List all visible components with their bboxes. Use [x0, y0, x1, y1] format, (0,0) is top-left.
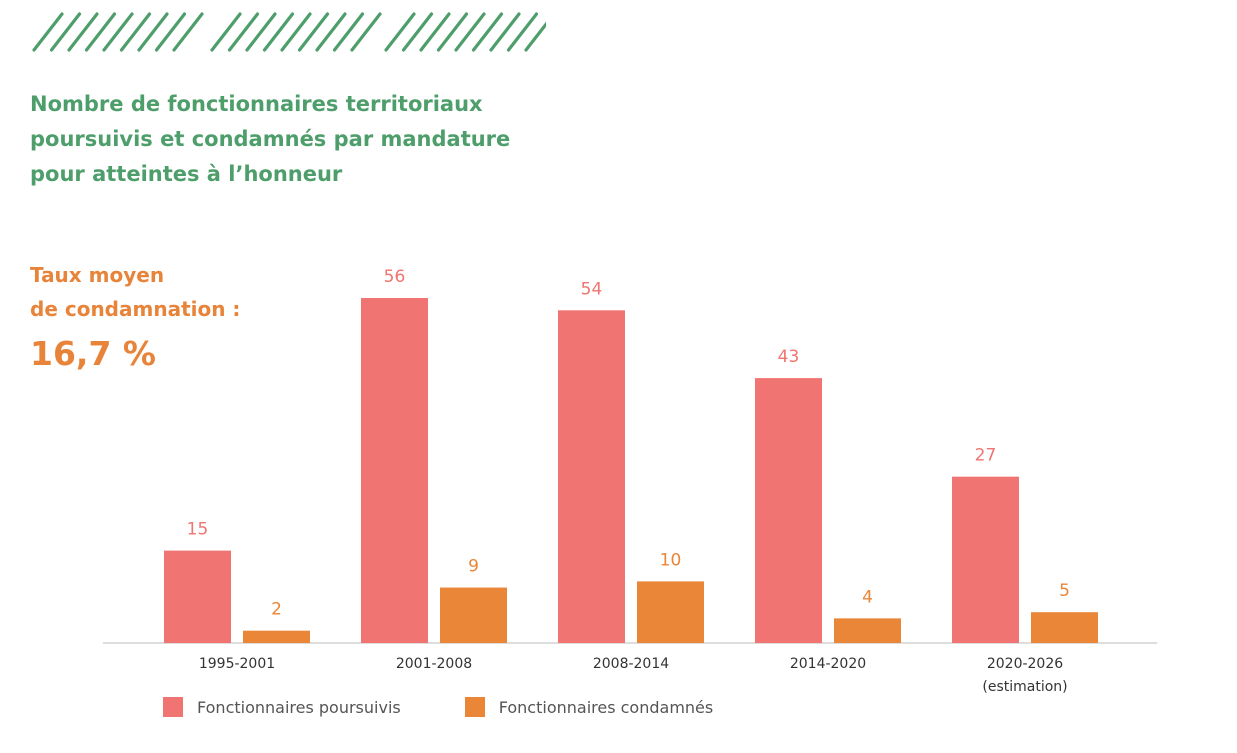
data-label-poursuivis: 54	[581, 279, 603, 299]
stripe-mark	[454, 12, 486, 52]
chart-title: Nombre de fonctionnaires territoriaux po…	[30, 87, 590, 192]
chart-title-line: Nombre de fonctionnaires territoriaux	[30, 92, 483, 116]
legend-swatch-condamnes	[464, 697, 485, 717]
bar-poursuivis	[361, 298, 428, 643]
data-label-condamnes: 10	[660, 550, 682, 570]
chart-legend: Fonctionnaires poursuivis Fonctionnaires…	[163, 697, 777, 717]
bar-condamnes	[637, 581, 704, 643]
x-tick-label: 1995-2001	[199, 656, 275, 672]
x-tick-label: 2014-2020	[790, 656, 866, 672]
stripe-mark	[524, 21, 546, 52]
average-rate-label: Taux moyen de condamnation :	[30, 258, 240, 326]
x-tick-label: 2001-2008	[396, 656, 472, 672]
data-label-poursuivis: 15	[187, 520, 209, 540]
average-rate-label-line: de condamnation :	[30, 297, 241, 321]
stripe-mark	[262, 12, 295, 52]
x-tick-sublabel: (estimation)	[982, 679, 1067, 695]
stripe-mark	[119, 12, 152, 52]
stripe-mark	[280, 12, 312, 52]
stripe-mark	[384, 12, 416, 52]
legend-item-poursuivis: Fonctionnaires poursuivis	[163, 697, 401, 717]
stripe-mark	[297, 12, 330, 52]
bar-poursuivis	[755, 378, 822, 643]
data-label-poursuivis: 43	[778, 347, 800, 367]
legend-label-poursuivis: Fonctionnaires poursuivis	[197, 697, 401, 717]
x-tick-label: 2008-2014	[593, 656, 669, 672]
bar-poursuivis	[164, 550, 231, 643]
average-rate-value: 16,7 %	[30, 334, 156, 373]
stripe-mark	[332, 12, 365, 52]
stripe-mark	[67, 12, 99, 52]
stripe-mark	[227, 12, 260, 52]
stripe-mark	[489, 12, 521, 52]
decorative-stripes	[32, 12, 546, 52]
stripe-mark	[471, 12, 504, 52]
stripe-mark	[350, 12, 382, 52]
legend-item-condamnes: Fonctionnaires condamnés	[464, 697, 714, 717]
x-tick-label: 2020-2026	[987, 656, 1063, 672]
bar-poursuivis	[952, 476, 1019, 643]
chart-title-line: poursuivis et condamnés par mandature	[30, 127, 511, 151]
data-label-condamnes: 9	[468, 557, 479, 577]
bar-condamnes	[834, 618, 901, 643]
stripe-mark	[315, 12, 347, 52]
stripe-mark	[84, 12, 117, 52]
stripe-mark	[506, 12, 539, 52]
stripe-mark	[137, 12, 169, 52]
data-label-poursuivis: 56	[384, 267, 406, 287]
chart-title-line: pour atteintes à l’honneur	[30, 162, 343, 186]
stripe-mark	[102, 12, 134, 52]
legend-label-condamnes: Fonctionnaires condamnés	[498, 697, 714, 717]
bar-poursuivis	[558, 310, 625, 643]
bar-condamnes	[1031, 612, 1098, 643]
stripe-mark	[154, 12, 187, 52]
stripe-mark	[401, 12, 434, 52]
bar-condamnes	[440, 587, 507, 643]
stripe-mark	[419, 12, 451, 52]
data-label-condamnes: 2	[271, 600, 282, 620]
data-label-condamnes: 4	[862, 587, 873, 607]
stripe-mark	[245, 12, 277, 52]
data-label-poursuivis: 27	[975, 446, 997, 466]
stripe-mark	[32, 12, 64, 52]
stripe-mark	[49, 12, 82, 52]
legend-swatch-poursuivis	[163, 697, 183, 717]
stripe-mark	[210, 12, 242, 52]
bar-condamnes	[243, 630, 310, 643]
data-label-condamnes: 5	[1059, 581, 1070, 601]
average-rate-label-line: Taux moyen	[30, 263, 165, 287]
stripe-mark	[172, 12, 204, 52]
stripe-mark	[436, 12, 469, 52]
